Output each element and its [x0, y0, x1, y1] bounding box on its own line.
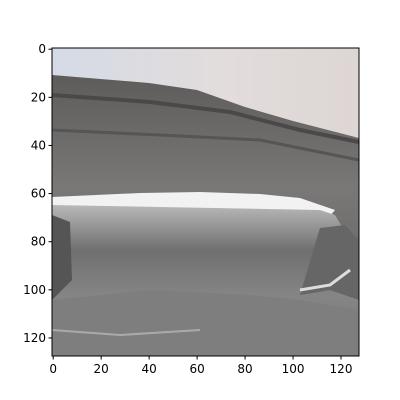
x-tick-label: 80	[237, 362, 252, 376]
y-tick-label: 100	[23, 283, 46, 297]
y-tick-label: 120	[23, 331, 46, 345]
axes-frame	[51, 47, 360, 357]
y-tick-label: 20	[31, 90, 46, 104]
image	[52, 48, 359, 356]
y-tick-label: 60	[31, 187, 46, 201]
y-tick-label: 40	[31, 138, 46, 152]
y-tick-label: 80	[31, 235, 46, 249]
x-tick-label: 0	[49, 362, 57, 376]
x-tick-label: 20	[94, 362, 109, 376]
x-tick-label: 100	[282, 362, 305, 376]
y-tick-label: 0	[38, 42, 46, 56]
x-tick-label: 40	[141, 362, 156, 376]
x-tick-label: 120	[330, 362, 353, 376]
x-tick-label: 60	[189, 362, 204, 376]
